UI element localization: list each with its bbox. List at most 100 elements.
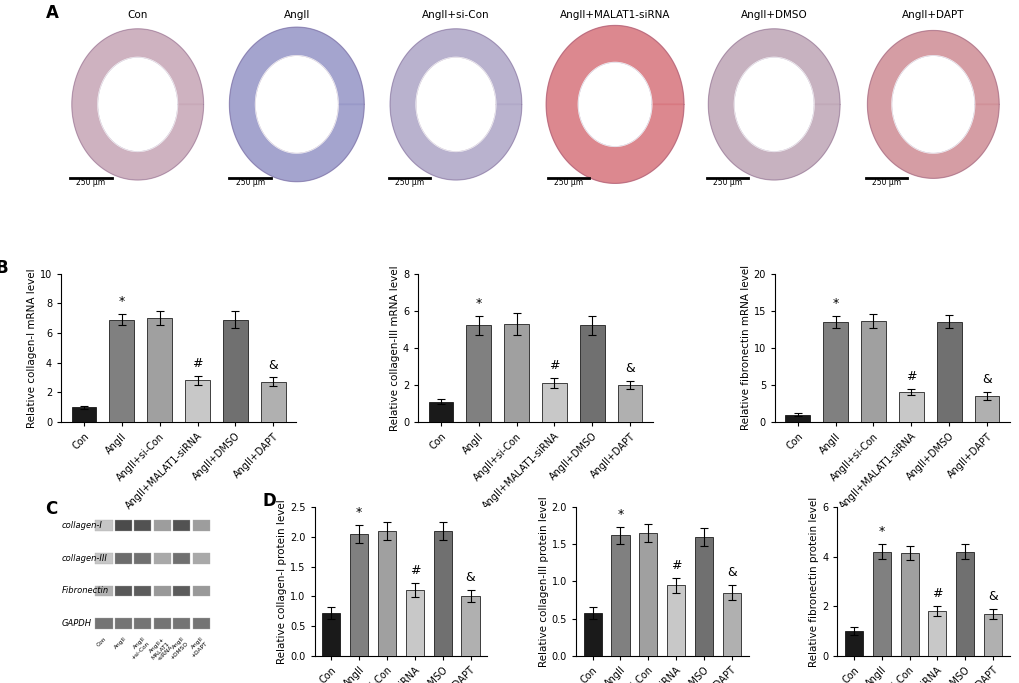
Text: 250 μm: 250 μm: [553, 178, 583, 186]
Y-axis label: Relative collagen-III mRNA level: Relative collagen-III mRNA level: [389, 265, 399, 430]
Polygon shape: [390, 29, 522, 180]
Bar: [193, 618, 210, 629]
Text: #: #: [671, 559, 681, 572]
Polygon shape: [867, 31, 999, 178]
Bar: [135, 618, 152, 629]
Bar: [610, 535, 629, 656]
Bar: [193, 553, 210, 563]
Bar: [115, 553, 131, 563]
Text: #: #: [548, 359, 559, 372]
Text: AngII
+si-Con: AngII +si-Con: [126, 637, 151, 660]
Bar: [580, 326, 604, 422]
Bar: [618, 385, 642, 422]
Bar: [193, 585, 210, 596]
Bar: [173, 585, 191, 596]
Bar: [115, 520, 131, 531]
Bar: [406, 590, 424, 656]
Polygon shape: [708, 29, 840, 180]
Text: collagen-I: collagen-I: [62, 521, 103, 530]
Bar: [860, 321, 884, 422]
Text: *: *: [118, 294, 124, 307]
Polygon shape: [734, 57, 813, 152]
Polygon shape: [98, 57, 177, 152]
Bar: [96, 553, 112, 563]
Bar: [154, 618, 171, 629]
Bar: [541, 383, 567, 422]
Text: AngII
+DAPT: AngII +DAPT: [186, 637, 209, 658]
Title: AngII+si-Con: AngII+si-Con: [422, 10, 489, 20]
Text: GAPDH: GAPDH: [62, 619, 92, 628]
Bar: [109, 320, 133, 422]
Y-axis label: Relative collagen-I mRNA level: Relative collagen-I mRNA level: [28, 268, 37, 428]
Bar: [322, 613, 340, 656]
Bar: [822, 322, 847, 422]
Text: C: C: [45, 500, 57, 518]
Text: B: B: [0, 259, 8, 277]
Title: Con: Con: [127, 10, 148, 20]
Bar: [135, 520, 152, 531]
Bar: [639, 533, 656, 656]
Title: AngII+DAPT: AngII+DAPT: [901, 10, 964, 20]
Title: AngII: AngII: [283, 10, 310, 20]
Text: &: &: [981, 374, 991, 387]
Text: 250 μm: 250 μm: [871, 178, 901, 186]
Text: #: #: [905, 370, 916, 383]
Y-axis label: Relative fibronectin mRNA level: Relative fibronectin mRNA level: [740, 265, 750, 430]
Bar: [694, 537, 712, 656]
Bar: [261, 382, 285, 422]
Bar: [936, 322, 961, 422]
Bar: [154, 585, 171, 596]
Text: &: &: [987, 589, 997, 602]
Bar: [96, 520, 112, 531]
Bar: [785, 415, 809, 422]
Text: 250 μm: 250 μm: [235, 178, 265, 186]
Bar: [223, 320, 248, 422]
Bar: [193, 520, 210, 531]
Bar: [96, 585, 112, 596]
Text: #: #: [931, 587, 942, 600]
Bar: [927, 611, 946, 656]
Bar: [974, 396, 999, 422]
Polygon shape: [416, 57, 495, 152]
Text: &: &: [268, 359, 278, 372]
Title: AngII+MALAT1-siRNA: AngII+MALAT1-siRNA: [559, 10, 669, 20]
Bar: [666, 585, 685, 656]
Bar: [583, 613, 601, 656]
Text: collagen-III: collagen-III: [62, 554, 108, 563]
Text: AngII: AngII: [113, 637, 127, 650]
Polygon shape: [892, 56, 974, 153]
Bar: [115, 618, 131, 629]
Text: Fibronectin: Fibronectin: [62, 587, 109, 596]
Polygon shape: [546, 25, 683, 183]
Text: AngII
+DMSO: AngII +DMSO: [165, 637, 190, 660]
Polygon shape: [256, 56, 338, 153]
Text: &: &: [727, 566, 736, 579]
Bar: [983, 613, 1001, 656]
Bar: [185, 380, 210, 422]
Bar: [173, 520, 191, 531]
Text: *: *: [616, 507, 623, 520]
Bar: [115, 585, 131, 596]
Text: D: D: [263, 492, 276, 510]
Bar: [722, 593, 740, 656]
Text: *: *: [832, 297, 838, 310]
Text: 250 μm: 250 μm: [76, 178, 106, 186]
Bar: [154, 520, 171, 531]
Y-axis label: Relative fibronectin protein level: Relative fibronectin protein level: [808, 497, 818, 667]
Bar: [378, 531, 395, 656]
Text: AngII+
MALAT1
-siRNA: AngII+ MALAT1 -siRNA: [146, 637, 174, 665]
Text: &: &: [625, 362, 635, 375]
Bar: [173, 618, 191, 629]
Bar: [898, 392, 923, 422]
Bar: [461, 596, 479, 656]
Bar: [350, 534, 368, 656]
Text: *: *: [356, 506, 362, 519]
Text: Con: Con: [96, 637, 107, 648]
Polygon shape: [229, 27, 364, 182]
Bar: [466, 326, 490, 422]
Bar: [135, 553, 152, 563]
Bar: [135, 585, 152, 596]
Bar: [955, 552, 973, 656]
Polygon shape: [72, 29, 203, 180]
Y-axis label: Relative collagen-III protein level: Relative collagen-III protein level: [538, 496, 548, 667]
